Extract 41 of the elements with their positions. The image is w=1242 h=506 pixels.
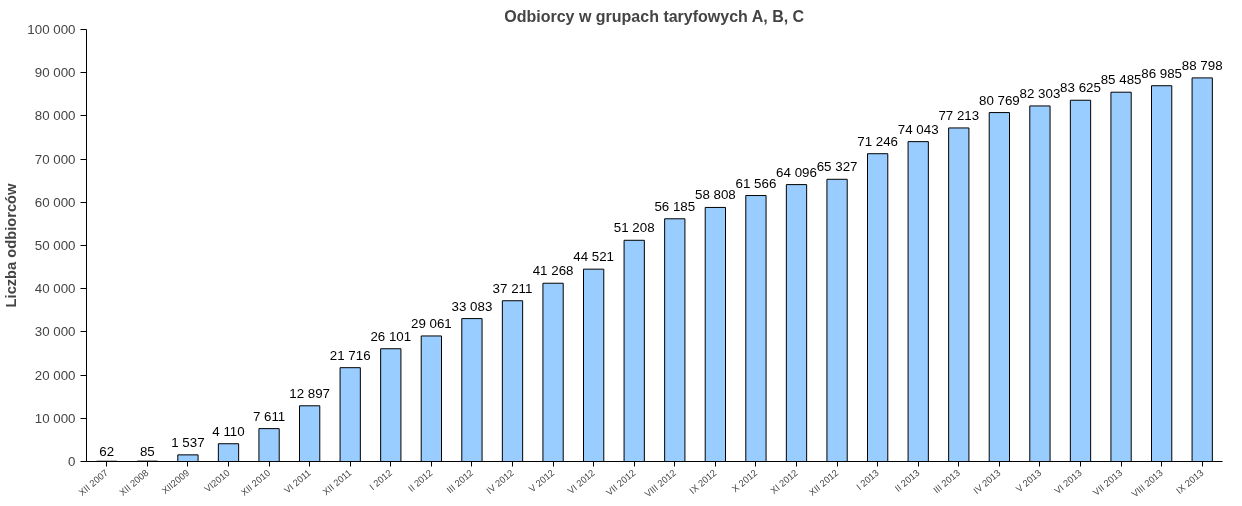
- y-tick-label: 20 000: [34, 367, 76, 383]
- data-label: 29 061: [410, 315, 452, 331]
- data-label: 61 566: [735, 175, 777, 191]
- y-tick-label: 0: [68, 454, 76, 469]
- data-label: 64 096: [776, 164, 817, 180]
- data-label: 21 716: [329, 347, 371, 363]
- y-tick-label: 70 000: [34, 151, 76, 167]
- y-tick-label: 60 000: [34, 194, 76, 210]
- data-label: 83 625: [1060, 80, 1101, 96]
- data-label: 86 985: [1141, 65, 1183, 81]
- data-label: 88 798: [1181, 57, 1223, 73]
- data-label: 58 808: [694, 187, 736, 203]
- data-label: 82 303: [1019, 85, 1061, 101]
- data-label: 26 101: [370, 328, 412, 344]
- data-label: 4 110: [212, 423, 245, 439]
- data-label: 56 185: [654, 198, 696, 214]
- y-tick-label: 80 000: [34, 108, 76, 124]
- y-tick-label: 50 000: [34, 238, 76, 253]
- data-label: 74 043: [897, 121, 939, 137]
- y-tick-label: 10 000: [34, 410, 76, 426]
- data-label: 85 485: [1100, 72, 1142, 88]
- data-label: 65 327: [816, 159, 858, 175]
- data-label: 12 897: [289, 385, 331, 401]
- data-label: 51 208: [613, 220, 655, 236]
- data-label: 80 769: [978, 92, 1020, 108]
- y-axis-title: Liczba odbiorców: [3, 183, 20, 308]
- y-tick-label: 30 000: [34, 324, 76, 340]
- chart-title: Odbiorcy w grupach taryfowych A, B, C: [504, 7, 805, 25]
- data-label: 7 611: [252, 408, 286, 424]
- data-label: 62: [99, 444, 115, 460]
- data-label: 37 211: [492, 280, 533, 296]
- y-tick-label: 40 000: [34, 281, 76, 297]
- data-label: 1 537: [171, 434, 205, 450]
- y-tick-label: 90 000: [34, 65, 76, 81]
- y-tick-label: 100 000: [27, 22, 76, 37]
- data-label: 44 521: [573, 249, 615, 265]
- data-label: 41 268: [532, 263, 574, 279]
- data-label: 71 246: [857, 133, 899, 149]
- data-label: 33 083: [451, 298, 493, 314]
- data-label: 85: [139, 444, 155, 460]
- data-label: 77 213: [938, 107, 980, 123]
